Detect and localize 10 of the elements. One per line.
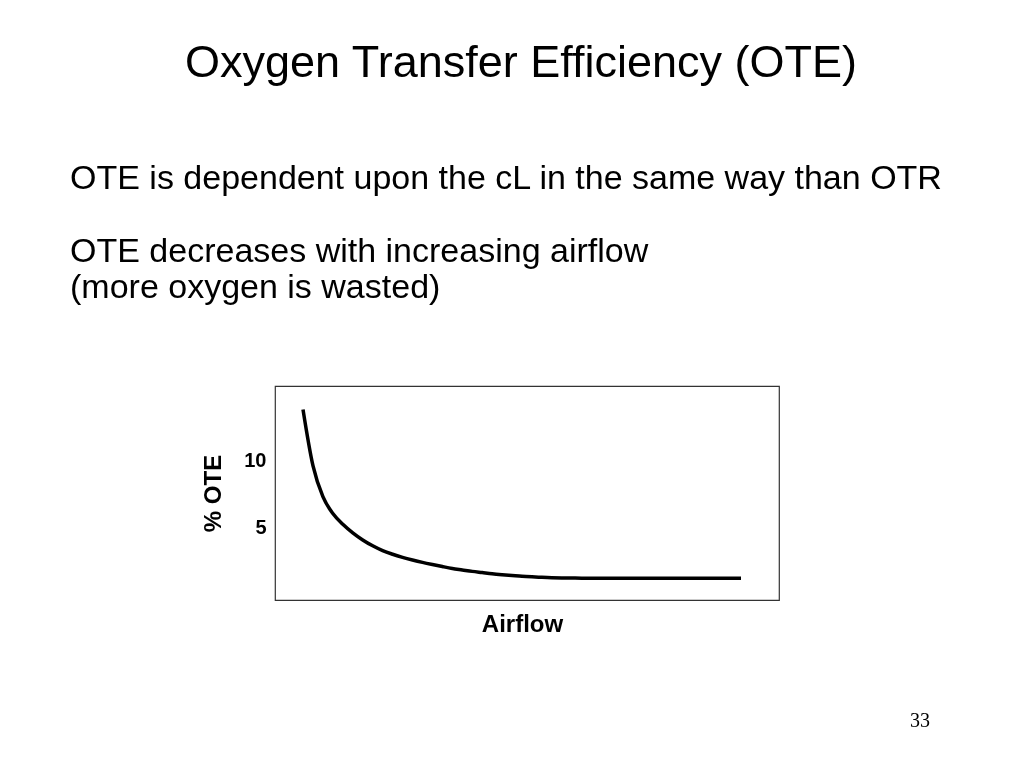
text: OTE decreases with increasing airflow bbox=[70, 231, 649, 269]
x-axis-title: Airflow bbox=[481, 609, 564, 637]
y-tick-label: 5 bbox=[255, 516, 267, 539]
chart-title: Oxygen Transfer Efficiency (OTE) bbox=[185, 36, 857, 87]
y-tick-label: 10 bbox=[244, 449, 267, 472]
y-axis-title: % OTE bbox=[199, 454, 227, 533]
text: (more oxygen is wasted) bbox=[70, 267, 441, 305]
text: OTE is dependent upon the cL in the same way than OTR bbox=[70, 158, 942, 196]
line-series bbox=[301, 407, 743, 581]
text: 33 bbox=[910, 709, 930, 731]
